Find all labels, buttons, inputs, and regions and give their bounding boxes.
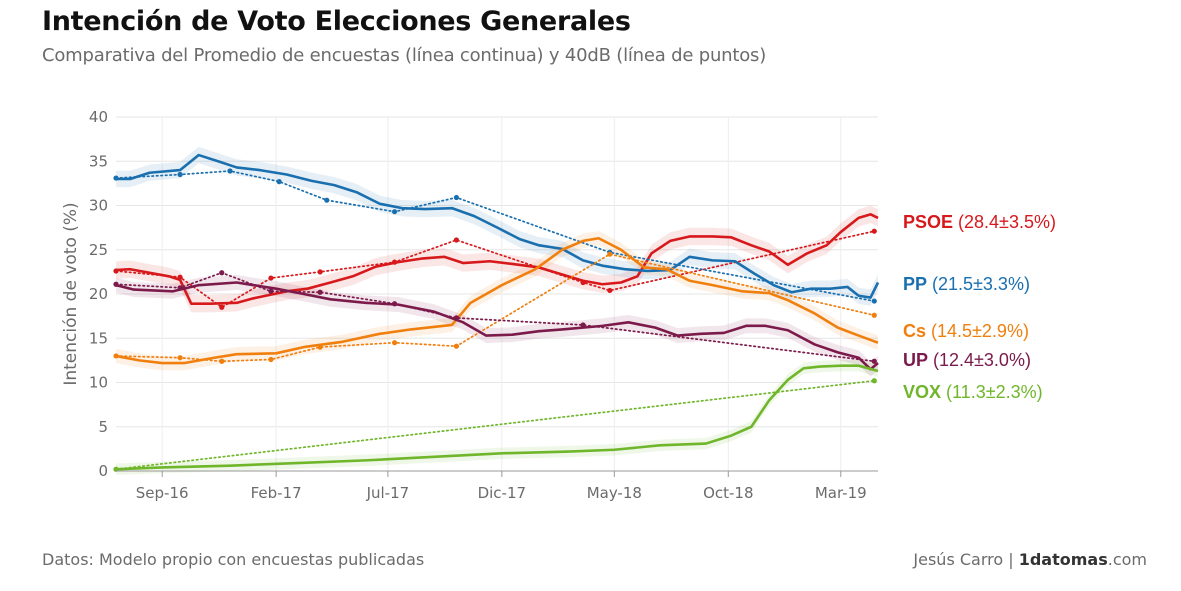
line-40db-cs xyxy=(115,253,876,363)
y-tick-label: 10 xyxy=(89,374,108,392)
legend: PSOE (28.4±3.5%) PP (21.5±3.3%) Cs (14.5±2… xyxy=(903,212,1056,402)
legend-party-name: UP xyxy=(903,350,928,370)
legend-psoe: PSOE (28.4±3.5%) xyxy=(903,212,1056,232)
point-40db-psoe xyxy=(580,279,586,286)
x-tick-label: Jul-17 xyxy=(366,484,410,502)
point-40db-pp xyxy=(391,209,398,215)
point-40db-pp xyxy=(177,171,183,178)
band-up xyxy=(116,275,878,377)
point-40db-pp xyxy=(871,298,877,304)
author-credit: Jesús Carro | 1datomas.com xyxy=(913,550,1147,569)
point-40db-up xyxy=(317,289,323,295)
legend-party-name: Cs xyxy=(903,321,926,341)
x-tick-label: Dic-17 xyxy=(478,484,526,502)
point-40db-cs xyxy=(453,343,460,349)
y-tick-label: 5 xyxy=(98,418,108,436)
point-40db-up xyxy=(453,315,460,321)
axes: 0 5 10 15 20 25 30 35 40 Sep-16 Feb-17 Jul-17 Dic-17… xyxy=(61,108,878,502)
legend-cs: Cs (14.5±2.9%) xyxy=(903,321,1029,341)
legend-up: UP (12.4±3.0%) xyxy=(903,350,1031,370)
source-note: Datos: Modelo propio con encuestas publi… xyxy=(42,550,425,569)
line-40db-psoe xyxy=(115,230,876,309)
line-average-pp xyxy=(116,153,880,299)
line-average-up xyxy=(115,281,879,371)
point-40db-up xyxy=(268,288,274,294)
y-tick-label: 30 xyxy=(89,197,108,215)
line-average-psoe xyxy=(115,213,879,306)
point-40db-pp xyxy=(324,197,330,203)
brand-suffix: .com xyxy=(1107,550,1147,569)
point-40db-up xyxy=(580,322,586,328)
point-40db-cs xyxy=(391,340,398,346)
y-tick-label: 20 xyxy=(89,285,108,303)
point-40db-psoe xyxy=(391,259,398,265)
point-40db-up xyxy=(219,270,225,276)
point-40db-psoe xyxy=(453,237,460,243)
y-tick-label: 35 xyxy=(89,152,108,170)
y-tick-label: 0 xyxy=(98,462,108,480)
x-tick-label: May-18 xyxy=(587,484,642,502)
point-40db-pp xyxy=(453,194,460,201)
point-40db-vox xyxy=(871,378,877,384)
y-tick-label: 25 xyxy=(89,241,108,259)
point-40db-cs xyxy=(871,312,877,318)
legend-party-value: (12.4±3.0%) xyxy=(928,350,1031,370)
legend-pp: PP (21.5±3.3%) xyxy=(903,274,1030,294)
point-40db-cs xyxy=(113,353,119,359)
brand-name: 1datomas xyxy=(1018,550,1108,569)
line-40db-vox xyxy=(115,379,876,471)
legend-party-name: VOX xyxy=(903,382,941,402)
author-name: Jesús Carro | xyxy=(913,550,1019,569)
point-40db-psoe xyxy=(268,275,274,281)
y-tick-label: 15 xyxy=(89,329,108,347)
band-vox xyxy=(116,359,878,475)
point-40db-up xyxy=(113,281,119,287)
legend-party-value: (14.5±2.9%) xyxy=(926,321,1029,341)
line-average-cs xyxy=(115,236,879,365)
line-40db-up xyxy=(115,271,876,363)
x-tick-label: Oct-18 xyxy=(703,484,753,502)
y-tick-label: 40 xyxy=(89,108,108,126)
point-40db-psoe xyxy=(219,304,225,310)
point-40db-pp xyxy=(276,179,282,185)
confidence-bands xyxy=(116,146,878,475)
point-40db-cs xyxy=(317,344,323,350)
point-40db-psoe xyxy=(607,287,613,294)
band-psoe xyxy=(116,205,878,313)
point-40db-cs xyxy=(268,356,274,363)
series-lines xyxy=(113,153,880,472)
legend-party-name: PSOE xyxy=(903,212,953,232)
point-40db-pp xyxy=(227,168,233,174)
legend-party-value: (28.4±3.5%) xyxy=(953,212,1056,232)
legend-vox: VOX (11.3±2.3%) xyxy=(903,382,1043,402)
point-40db-cs xyxy=(177,355,183,361)
chart-subtitle: Comparativa del Promedio de encuestas (l… xyxy=(42,45,767,66)
legend-party-name: PP xyxy=(903,274,927,294)
chart-title: Intención de Voto Elecciones Generales xyxy=(42,6,631,37)
x-tick-label: Feb-17 xyxy=(251,484,302,502)
point-40db-psoe xyxy=(871,228,877,234)
point-40db-psoe xyxy=(113,268,119,274)
x-tick-label: Mar-19 xyxy=(815,484,867,502)
point-40db-up xyxy=(871,358,877,364)
point-40db-cs xyxy=(607,251,613,257)
legend-party-value: (11.3±2.3%) xyxy=(941,382,1043,402)
band-cs xyxy=(116,231,878,371)
y-axis-title: Intención de voto (%) xyxy=(61,202,81,385)
point-40db-pp xyxy=(113,175,119,181)
line-average-vox xyxy=(115,364,879,471)
legend-party-value: (21.5±3.3%) xyxy=(927,274,1030,294)
x-tick-label: Sep-16 xyxy=(136,484,189,502)
point-40db-psoe xyxy=(317,269,323,275)
point-40db-cs xyxy=(219,358,225,364)
point-40db-up xyxy=(177,285,183,291)
point-40db-up xyxy=(391,301,398,307)
point-40db-psoe xyxy=(177,274,183,280)
